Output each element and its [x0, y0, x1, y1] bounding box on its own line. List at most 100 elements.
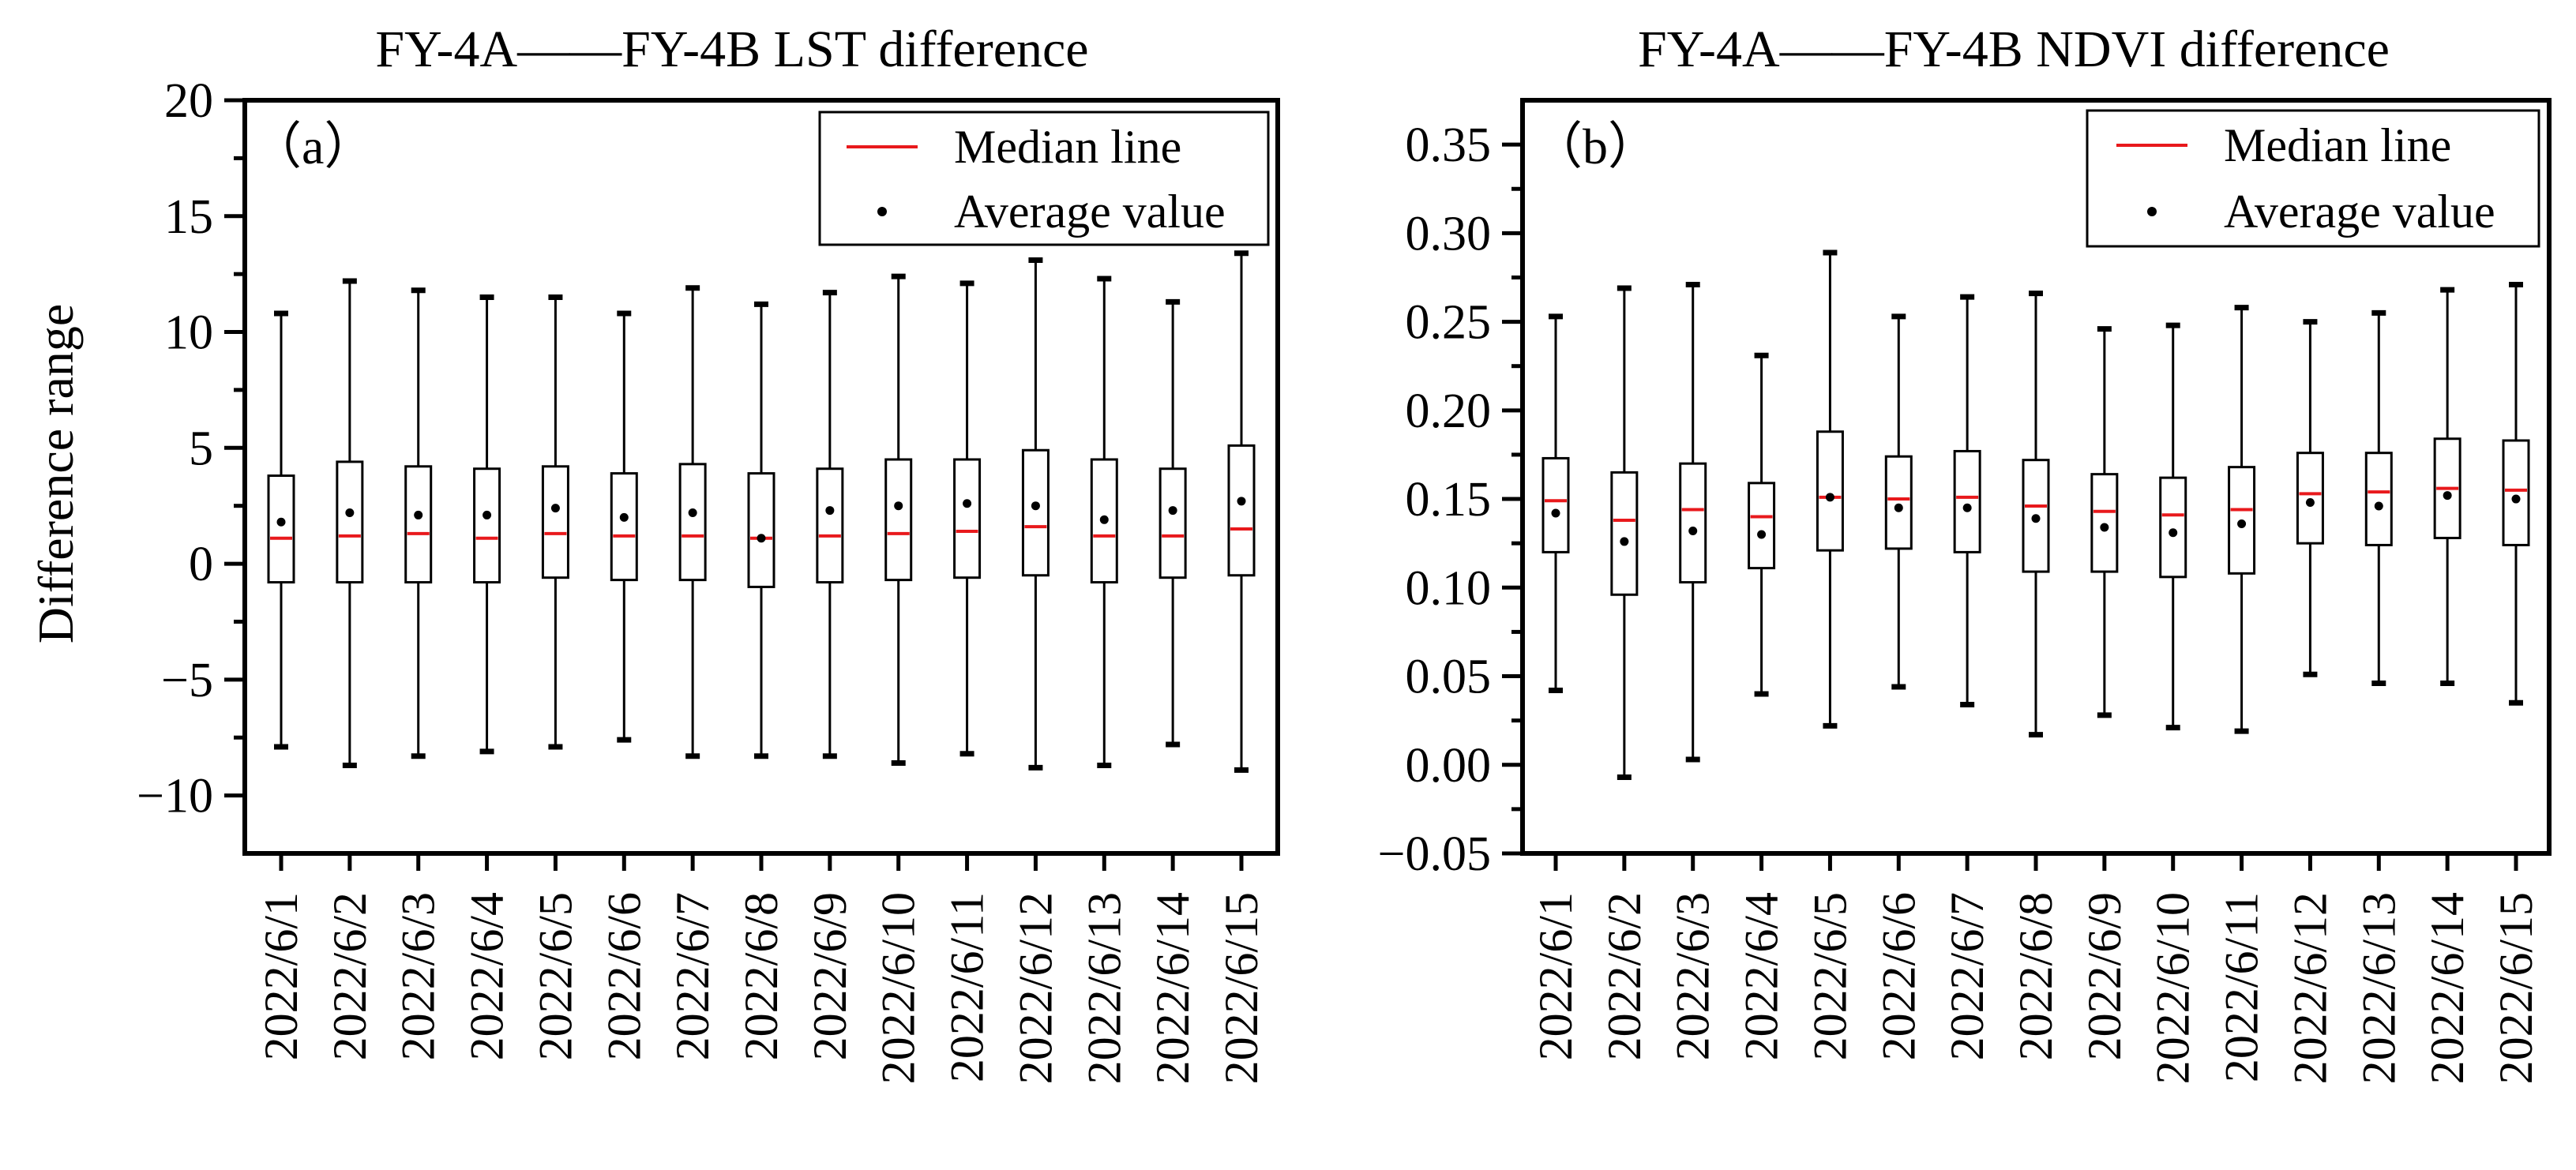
box-7	[1953, 294, 1981, 707]
x-tick-label: 2022/6/3	[1667, 892, 1719, 1060]
mean-point	[1688, 526, 1698, 535]
iqr-box	[1679, 462, 1707, 584]
y-ticks: −0.05 0.00 0.05 0.10 0.15 0.20 0.25 0.30 0.35	[1378, 118, 2518, 881]
y-tick-label: 0	[189, 538, 213, 591]
x-tick-label: 2022/6/8	[735, 892, 787, 1060]
iqr-box	[1541, 456, 1570, 553]
iqr-box	[336, 460, 364, 584]
x-tick-label: 2022/6/15	[2490, 892, 2542, 1084]
panel-label: （a）	[251, 118, 374, 174]
x-tick-label: 2022/6/15	[1215, 892, 1267, 1084]
box-15	[1227, 250, 1256, 773]
x-tick-label: 2022/6/2	[1598, 892, 1650, 1060]
box-7	[678, 285, 707, 759]
box-12	[2296, 319, 2324, 677]
box-10	[2159, 322, 2187, 731]
panel-label: （b）	[1532, 118, 1658, 174]
x-tick-label: 2022/6/6	[1872, 892, 1924, 1060]
mean-point	[894, 501, 903, 511]
y-tick-label: 0.30	[1406, 207, 1492, 261]
boxes	[1541, 249, 2530, 780]
chart-title: FY-4A——FY-4B NDVI difference	[1638, 21, 2390, 78]
x-tick-label: 2022/6/9	[2078, 892, 2131, 1060]
iqr-box	[2364, 452, 2393, 546]
y-tick-label: 15	[164, 190, 213, 244]
y-tick-label: 0.15	[1406, 473, 1492, 527]
mean-point	[1894, 503, 1903, 512]
y-tick-label: −10	[137, 770, 213, 823]
y-tick-label: −5	[161, 654, 213, 707]
x-tick-label: 2022/6/1	[1530, 892, 1582, 1060]
mean-point	[1825, 493, 1834, 502]
box-4	[473, 294, 501, 755]
y-tick-label: 0.20	[1406, 384, 1492, 438]
mean-point	[1168, 506, 1177, 516]
iqr-box	[1816, 430, 1844, 552]
plot-frame	[242, 98, 1280, 856]
x-tick-label: 2022/6/8	[2010, 892, 2062, 1060]
box-15	[2502, 281, 2530, 706]
mean-point	[276, 517, 286, 527]
iqr-box	[2159, 476, 2187, 579]
box-13	[2364, 309, 2393, 687]
iqr-box	[2502, 439, 2530, 546]
box-9	[2090, 326, 2119, 718]
iqr-box	[953, 458, 982, 579]
iqr-box	[678, 463, 707, 582]
mean-point	[757, 534, 766, 543]
x-tick-label: 2022/6/12	[2284, 892, 2336, 1084]
mean-point	[1962, 503, 1972, 512]
legend-mean-swatch	[2147, 207, 2157, 216]
iqr-box	[267, 474, 295, 584]
y-tick-label: 10	[164, 306, 213, 360]
box-14	[1158, 298, 1187, 748]
box-1	[267, 310, 295, 750]
iqr-box	[1610, 471, 1639, 596]
panel-lst: FY-4A——FY-4B LST difference Difference r…	[28, 21, 1280, 1084]
mean-point	[1620, 537, 1629, 546]
box-2	[1610, 285, 1639, 780]
mean-point	[550, 504, 560, 513]
mean-point	[2031, 514, 2041, 523]
y-tick-label: 5	[189, 422, 213, 475]
mean-point	[2237, 519, 2247, 528]
mean-point	[619, 512, 629, 522]
x-tick-label: 2022/6/3	[392, 892, 445, 1060]
legend-mean-label: Average value	[2224, 186, 2495, 238]
mean-point	[1237, 497, 1246, 506]
legend-box	[818, 111, 1270, 246]
mean-point	[1099, 515, 1109, 524]
mean-point	[2443, 491, 2452, 501]
mean-point	[2305, 498, 2315, 508]
y-tick-label: 0.35	[1406, 118, 1492, 172]
iqr-box	[1227, 444, 1256, 577]
iqr-box	[1158, 467, 1187, 579]
iqr-box	[473, 467, 501, 584]
box-3	[1679, 281, 1707, 763]
box-3	[404, 287, 433, 759]
iqr-box	[404, 465, 433, 584]
y-tick-label: 20	[164, 74, 213, 128]
legend-mean-swatch	[877, 207, 887, 216]
x-tick-label: 2022/6/10	[873, 892, 925, 1084]
box-2	[336, 278, 364, 768]
boxes	[267, 250, 1256, 773]
mean-point	[1757, 530, 1767, 539]
legend: Median line Average value	[2086, 109, 2540, 248]
mean-point	[414, 510, 423, 519]
mean-point	[2374, 501, 2383, 511]
y-tick-label: −0.05	[1378, 827, 1491, 881]
mean-point	[2100, 523, 2109, 532]
x-tick-label: 2022/6/4	[1736, 892, 1788, 1060]
x-tick-label: 2022/6/5	[529, 892, 581, 1060]
box-5	[541, 294, 569, 750]
plot-frame	[1520, 98, 2552, 856]
x-tick-label: 2022/6/4	[461, 892, 513, 1060]
x-tick-label: 2022/6/10	[2147, 892, 2199, 1084]
x-tick-label: 2022/6/1	[255, 892, 307, 1060]
x-tick-label: 2022/6/9	[804, 892, 856, 1060]
legend-median-label: Median line	[2224, 119, 2451, 171]
iqr-box	[2296, 452, 2324, 545]
box-8	[2022, 291, 2050, 738]
